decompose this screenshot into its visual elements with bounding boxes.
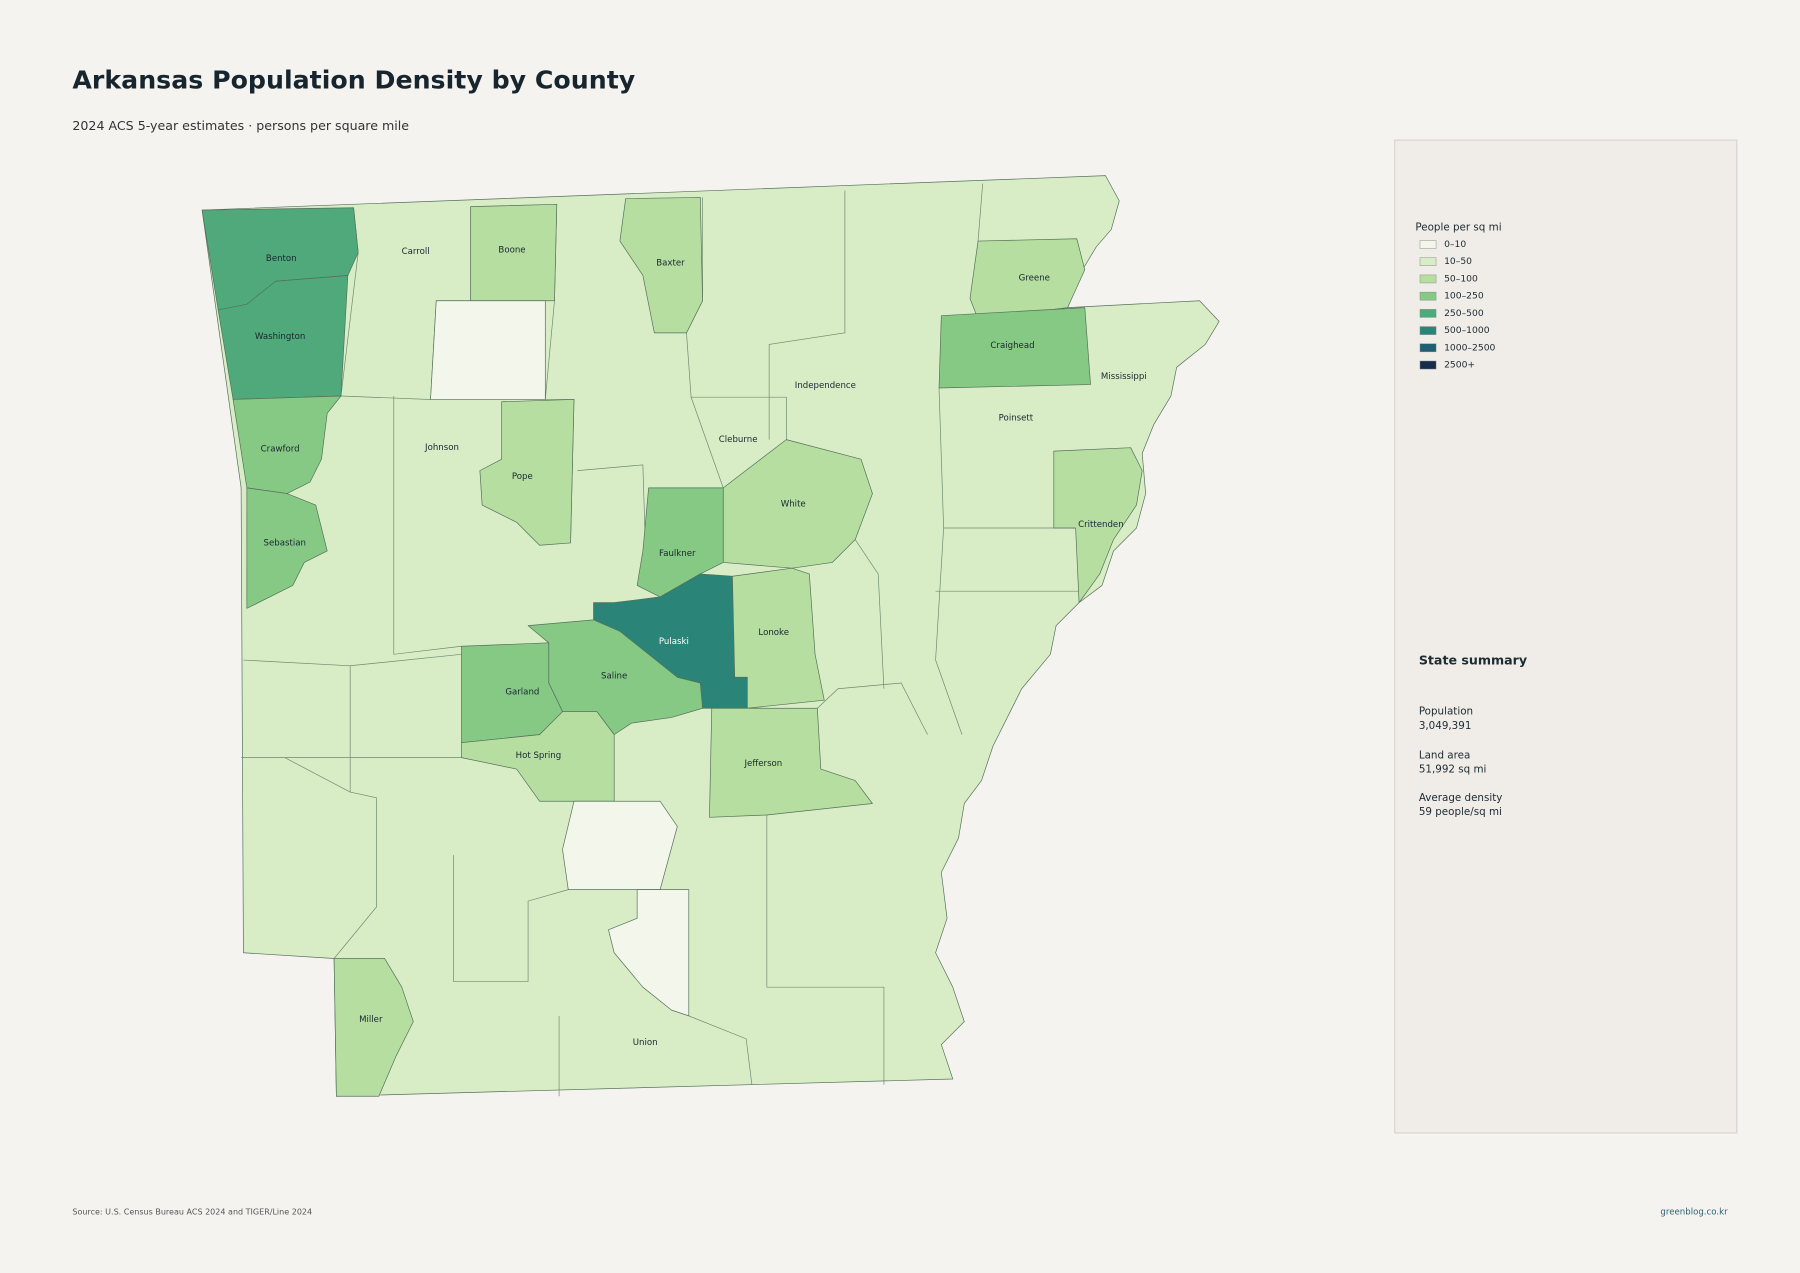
county bbox=[430, 300, 546, 400]
county-label: Boone bbox=[498, 246, 525, 256]
legend: 0–10 10–50 50–100 100–250 250–500 500–1000 100… bbox=[1419, 239, 1496, 371]
summary-label: Average density bbox=[1419, 792, 1503, 804]
legend-swatch bbox=[1419, 257, 1437, 266]
county-label: Cleburne bbox=[719, 435, 758, 445]
county-label: Pulaski bbox=[659, 637, 689, 647]
county bbox=[619, 197, 703, 334]
summary-value: 51,992 sq mi bbox=[1419, 764, 1487, 776]
county bbox=[562, 800, 678, 890]
county-labels: Benton Washington Crawford Sebastian Boone Ba… bbox=[255, 246, 1147, 1048]
legend-label: 500–1000 bbox=[1444, 325, 1490, 336]
credit: greenblog.co.kr bbox=[1660, 1208, 1728, 1218]
legend-swatch bbox=[1419, 360, 1437, 370]
summary-title: State summary bbox=[1419, 653, 1527, 668]
county-boundaries bbox=[241, 183, 1080, 1097]
county bbox=[246, 487, 328, 609]
legend-label: 250–500 bbox=[1444, 308, 1484, 319]
summary-label: Land area bbox=[1419, 749, 1471, 761]
county-label: Independence bbox=[795, 381, 856, 391]
county-label: Crawford bbox=[261, 444, 300, 454]
county bbox=[938, 307, 1091, 389]
county-label: Crittenden bbox=[1078, 520, 1124, 530]
county-label: Lonoke bbox=[758, 628, 789, 638]
county bbox=[470, 203, 558, 302]
county bbox=[709, 707, 873, 818]
county-label: Carroll bbox=[402, 247, 430, 257]
legend-swatch bbox=[1419, 240, 1437, 249]
county-label: Washington bbox=[255, 332, 306, 342]
legend-swatch bbox=[1419, 343, 1437, 353]
summary-label: Population bbox=[1419, 706, 1473, 718]
county bbox=[479, 399, 575, 546]
county-label: Greene bbox=[1019, 273, 1050, 283]
summary-value: 3,049,391 bbox=[1419, 720, 1472, 732]
counties bbox=[201, 197, 1143, 1097]
county-label: Hot Spring bbox=[516, 751, 562, 761]
county bbox=[608, 889, 690, 1017]
legend-label: 0–10 bbox=[1444, 239, 1466, 250]
county bbox=[969, 238, 1086, 320]
source: Source: U.S. Census Bureau ACS 2024 and … bbox=[72, 1208, 312, 1217]
legend-label: 10–50 bbox=[1444, 256, 1472, 267]
legend-label: 1000–2500 bbox=[1444, 342, 1495, 353]
county bbox=[1053, 447, 1143, 603]
county-label: Mississippi bbox=[1101, 372, 1147, 382]
county-label: Craighead bbox=[990, 341, 1034, 351]
county-label: Poinsett bbox=[999, 413, 1034, 423]
title: Arkansas Population Density by County bbox=[72, 65, 635, 94]
subtitle: 2024 ACS 5-year estimates · persons per … bbox=[72, 118, 409, 133]
legend-label: 50–100 bbox=[1444, 273, 1478, 284]
legend-swatch bbox=[1419, 291, 1437, 301]
county-label: Johnson bbox=[424, 443, 459, 453]
county-label: Saline bbox=[601, 672, 627, 682]
county-label: White bbox=[781, 499, 806, 509]
summary: Population 3,049,391 Land area 51,992 sq mi… bbox=[1419, 706, 1503, 818]
legend-label: 2500+ bbox=[1444, 360, 1475, 371]
county bbox=[461, 711, 615, 802]
side-panel bbox=[1394, 139, 1738, 1134]
county-label: Benton bbox=[266, 254, 297, 264]
county-label: Union bbox=[633, 1038, 658, 1048]
county-label: Jefferson bbox=[744, 759, 783, 769]
county-label: Pope bbox=[512, 472, 533, 482]
county bbox=[333, 958, 414, 1097]
county bbox=[732, 567, 825, 709]
legend-title: People per sq mi bbox=[1415, 221, 1501, 233]
county-label: Sebastian bbox=[264, 538, 306, 548]
summary-value: 59 people/sq mi bbox=[1419, 806, 1502, 818]
legend-label: 100–250 bbox=[1444, 291, 1484, 302]
county-label: Miller bbox=[359, 1015, 383, 1025]
county-label: Garland bbox=[505, 688, 539, 698]
legend-swatch bbox=[1419, 309, 1437, 318]
legend-swatch bbox=[1419, 274, 1437, 284]
county bbox=[722, 439, 873, 569]
county-label: Faulkner bbox=[659, 549, 696, 559]
county-label: Baxter bbox=[656, 258, 685, 268]
legend-swatch bbox=[1419, 326, 1437, 335]
